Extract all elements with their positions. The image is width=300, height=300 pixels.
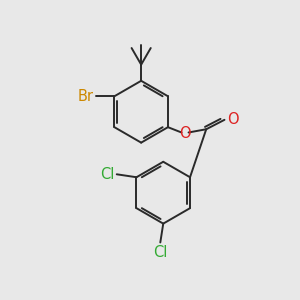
- Text: Cl: Cl: [153, 245, 167, 260]
- Text: O: O: [227, 112, 239, 127]
- Text: Br: Br: [77, 89, 93, 104]
- Text: Cl: Cl: [100, 167, 114, 182]
- Text: O: O: [179, 126, 191, 141]
